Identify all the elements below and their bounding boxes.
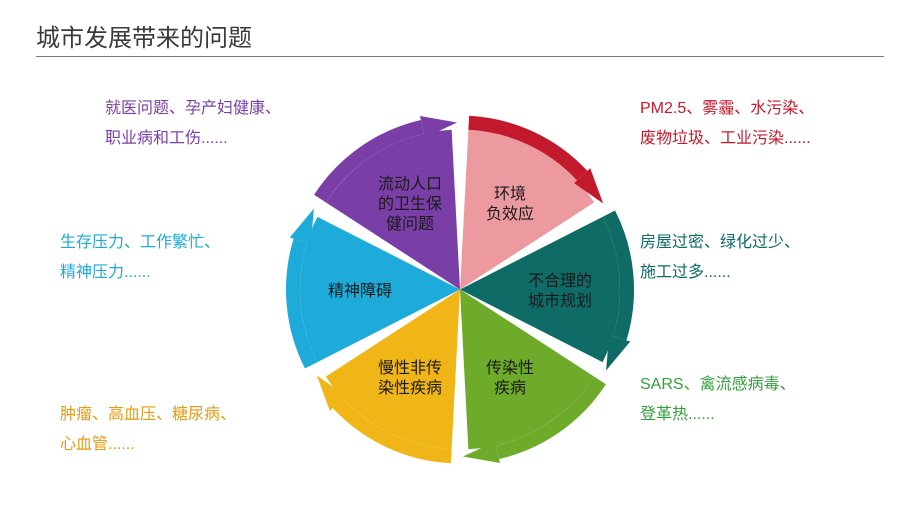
page-title: 城市发展带来的问题: [36, 18, 252, 53]
cycle-svg: [250, 80, 670, 500]
callout-migrant: 就医问题、孕产妇健康、职业病和工伤......: [105, 94, 281, 155]
callout-mental: 生存压力、工作繁忙、精神压力......: [60, 228, 220, 289]
cycle-chart: [250, 80, 670, 505]
callout-env: PM2.5、雾霾、水污染、废物垃圾、工业污染......: [640, 94, 814, 155]
callout-plan: 房屋过密、绿化过少、施工过多......: [640, 228, 800, 289]
callout-infect: SARS、禽流感病毒、登革热......: [640, 370, 796, 431]
title-rule: [36, 56, 884, 57]
callout-chronic: 肿瘤、高血压、糖尿病、心血管......: [60, 400, 236, 461]
